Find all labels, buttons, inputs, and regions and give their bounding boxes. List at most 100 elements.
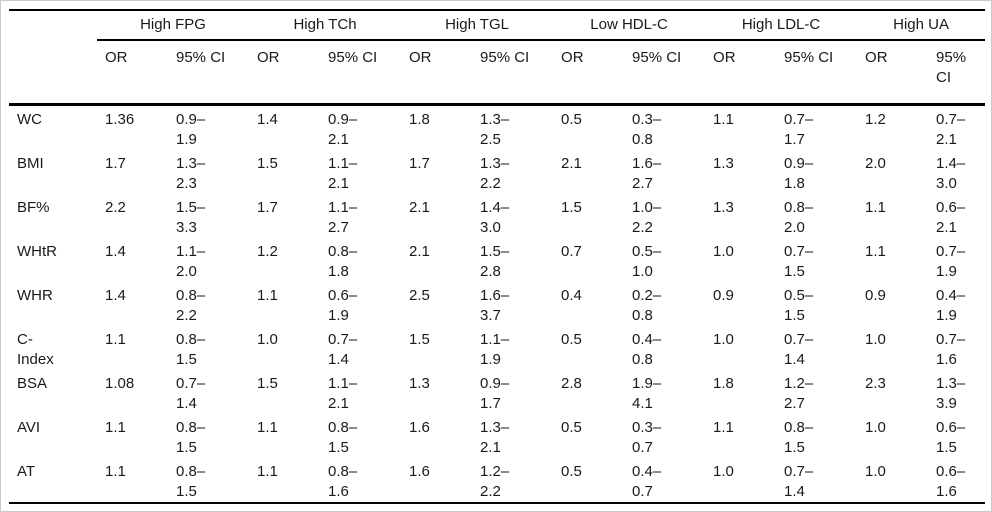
odds-ratio-table: High FPG High TCh High TGL Low HDL-C Hig… — [9, 9, 986, 504]
or-value: 2.1 — [409, 243, 430, 260]
ci-value: 1.1– 1.9 — [480, 331, 510, 368]
ci-value: 0.9– 2.1 — [328, 111, 358, 148]
ci-value: 0.9– 1.9 — [176, 111, 206, 148]
or-value: 0.9 — [865, 287, 886, 304]
or-value: 1.0 — [257, 331, 278, 348]
or-header: OR — [553, 40, 625, 106]
or-value: 1.1 — [257, 287, 278, 304]
or-value: 1.3 — [713, 199, 734, 216]
row-label: AT — [17, 463, 36, 480]
column-group-header: High TGL — [401, 10, 554, 41]
or-value: 1.5 — [409, 331, 430, 348]
or-value: 1.1 — [713, 419, 734, 436]
ci-value: 0.3– 0.8 — [632, 111, 662, 148]
or-value: 1.7 — [409, 155, 430, 172]
ci-header: 95% CI — [776, 40, 858, 106]
ci-value: 0.8– 1.5 — [328, 419, 358, 456]
ci-value: 0.7– 1.7 — [784, 111, 814, 148]
ci-value: 1.5– 2.8 — [480, 243, 510, 280]
or-value: 1.08 — [105, 375, 135, 392]
ci-value: 1.1– 2.1 — [328, 375, 358, 412]
ci-value: 0.8– 2.0 — [784, 199, 814, 236]
table-header: High FPG High TCh High TGL Low HDL-C Hig… — [9, 10, 986, 106]
ci-value: 0.6– 1.5 — [936, 419, 966, 456]
row-label: C- Index — [17, 331, 54, 368]
ci-value: 0.3– 0.7 — [632, 419, 662, 456]
or-header: OR — [705, 40, 777, 106]
table-row: AVI 1.1 0.8– 1.5 1.1 0.8– 1.5 1.6 1.3– 2.1 0.5 0… — [9, 414, 985, 458]
table-row: BF% 2.2 1.5– 3.3 1.7 1.1– 2.7 2.1 1.4– 3.0 1.5 1… — [9, 194, 985, 238]
or-value: 1.1 — [105, 419, 126, 436]
or-value: 0.5 — [561, 463, 582, 480]
ci-value: 0.6– 2.1 — [936, 199, 966, 236]
table-row: BMI 1.7 1.3– 2.3 1.5 1.1– 2.1 1.7 1.3– 2.2 2.1 1… — [9, 150, 985, 194]
ci-value: 0.4– 0.7 — [632, 463, 662, 500]
ci-value: 1.1– 2.1 — [328, 155, 358, 192]
or-value: 2.3 — [865, 375, 886, 392]
table-row: WC 1.36 0.9– 1.9 1.4 0.9– 2.1 1.8 1.3– 2.5 0.5 0… — [9, 105, 985, 151]
ci-value: 1.4– 3.0 — [480, 199, 510, 236]
ci-value: 0.6– 1.9 — [328, 287, 358, 324]
ci-value: 0.8– 1.6 — [328, 463, 358, 500]
or-value: 1.2 — [257, 243, 278, 260]
ci-value: 0.5– 1.0 — [632, 243, 662, 280]
ci-value: 0.7– 2.1 — [936, 111, 966, 148]
ci-value: 1.1– 2.7 — [328, 199, 358, 236]
ci-value: 1.0– 2.2 — [632, 199, 662, 236]
ci-value: 0.8– 1.5 — [176, 419, 206, 456]
ci-value: 1.4– 3.0 — [936, 155, 966, 192]
or-value: 1.0 — [865, 419, 886, 436]
or-value: 1.1 — [713, 111, 734, 128]
or-value: 1.7 — [105, 155, 126, 172]
or-value: 2.8 — [561, 375, 582, 392]
or-value: 1.8 — [409, 111, 430, 128]
ci-value: 1.3– 2.5 — [480, 111, 510, 148]
or-value: 1.3 — [409, 375, 430, 392]
or-value: 1.0 — [713, 331, 734, 348]
ci-value: 1.3– 3.9 — [936, 375, 966, 412]
or-header: OR — [857, 40, 929, 106]
or-value: 1.1 — [105, 331, 126, 348]
or-value: 1.4 — [257, 111, 278, 128]
or-value: 1.6 — [409, 463, 430, 480]
or-value: 1.1 — [257, 419, 278, 436]
ci-value: 1.3– 2.2 — [480, 155, 510, 192]
ci-value: 0.8– 2.2 — [176, 287, 206, 324]
column-group-header: High FPG — [97, 10, 250, 41]
ci-value: 0.8– 1.5 — [176, 463, 206, 500]
or-header: OR — [401, 40, 473, 106]
ci-value: 1.6– 2.7 — [632, 155, 662, 192]
or-value: 1.0 — [713, 243, 734, 260]
ci-value: 0.8– 1.5 — [784, 419, 814, 456]
or-value: 1.36 — [105, 111, 135, 128]
ci-value: 0.7– 1.4 — [176, 375, 206, 412]
ci-value: 1.3– 2.1 — [480, 419, 510, 456]
or-value: 1.5 — [257, 375, 278, 392]
or-value: 1.0 — [865, 463, 886, 480]
row-label: WHR — [17, 287, 53, 304]
or-value: 2.0 — [865, 155, 886, 172]
or-value: 1.8 — [713, 375, 734, 392]
or-value: 0.9 — [713, 287, 734, 304]
or-value: 1.5 — [561, 199, 582, 216]
column-group-header: Low HDL-C — [553, 10, 706, 41]
ci-value: 0.7– 1.4 — [784, 331, 814, 368]
group-header-row: High FPG High TCh High TGL Low HDL-C Hig… — [9, 10, 986, 41]
or-value: 1.1 — [865, 243, 886, 260]
ci-value: 0.4– 1.9 — [936, 287, 966, 324]
ci-value: 1.3– 2.3 — [176, 155, 206, 192]
or-value: 1.1 — [257, 463, 278, 480]
column-group-header: High UA — [857, 10, 986, 41]
ci-value: 0.7– 1.4 — [328, 331, 358, 368]
or-value: 1.4 — [105, 243, 126, 260]
table-row: BSA 1.08 0.7– 1.4 1.5 1.1– 2.1 1.3 0.9– 1.7 2.8… — [9, 370, 985, 414]
or-value: 2.5 — [409, 287, 430, 304]
or-value: 1.0 — [865, 331, 886, 348]
ci-value: 0.8– 1.8 — [328, 243, 358, 280]
ci-value: 0.2– 0.8 — [632, 287, 662, 324]
or-value: 0.4 — [561, 287, 582, 304]
or-value: 0.5 — [561, 331, 582, 348]
or-value: 1.1 — [105, 463, 126, 480]
column-group-header: High TCh — [249, 10, 402, 41]
